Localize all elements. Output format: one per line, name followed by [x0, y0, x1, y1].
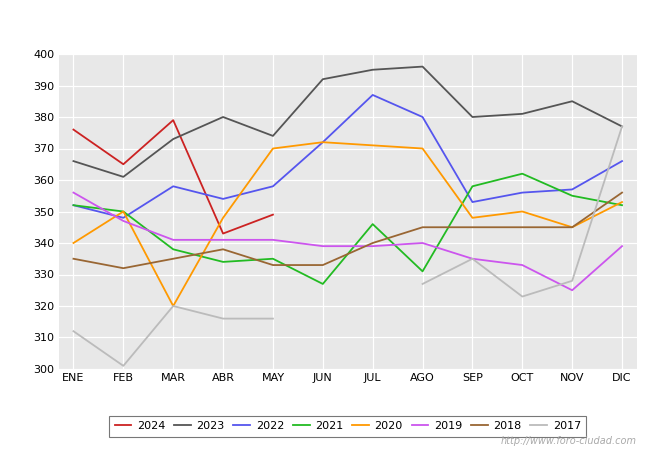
2022 [319, 140, 327, 145]
2021 [219, 259, 227, 265]
2024 [70, 127, 77, 132]
2017 [120, 363, 127, 369]
2022 [618, 158, 626, 164]
2021 [120, 209, 127, 214]
2018 [419, 225, 426, 230]
2022 [469, 199, 476, 205]
2023 [519, 111, 526, 117]
2021 [369, 221, 376, 227]
2019 [70, 190, 77, 195]
2021 [469, 184, 476, 189]
2022 [120, 215, 127, 220]
2019 [319, 243, 327, 249]
2020 [469, 215, 476, 220]
2017 [219, 316, 227, 321]
2018 [469, 225, 476, 230]
2018 [269, 262, 277, 268]
2022 [519, 190, 526, 195]
2023 [269, 133, 277, 139]
2018 [319, 262, 327, 268]
2022 [70, 202, 77, 208]
2020 [219, 215, 227, 220]
2023 [169, 136, 177, 142]
2019 [519, 262, 526, 268]
2021 [568, 193, 576, 198]
2024 [120, 162, 127, 167]
2017 [169, 303, 177, 309]
2020 [70, 240, 77, 246]
Line: 2017: 2017 [73, 306, 273, 366]
2023 [568, 99, 576, 104]
2019 [469, 256, 476, 261]
Line: 2020: 2020 [73, 142, 622, 306]
Line: 2022: 2022 [73, 95, 622, 218]
2023 [419, 64, 426, 69]
Line: 2023: 2023 [73, 67, 622, 177]
2021 [169, 247, 177, 252]
2024 [219, 231, 227, 236]
2018 [70, 256, 77, 261]
2017 [70, 328, 77, 334]
2018 [568, 225, 576, 230]
2018 [369, 240, 376, 246]
2022 [169, 184, 177, 189]
2018 [618, 190, 626, 195]
2019 [169, 237, 177, 243]
2021 [519, 171, 526, 176]
2023 [618, 124, 626, 129]
2022 [219, 196, 227, 202]
2019 [618, 243, 626, 249]
Text: http://www.foro-ciudad.com: http://www.foro-ciudad.com [501, 436, 637, 446]
2021 [618, 202, 626, 208]
2019 [219, 237, 227, 243]
2020 [618, 199, 626, 205]
2018 [169, 256, 177, 261]
Line: 2019: 2019 [73, 193, 622, 290]
2017 [269, 316, 277, 321]
2020 [269, 146, 277, 151]
2022 [419, 114, 426, 120]
2020 [369, 143, 376, 148]
2019 [269, 237, 277, 243]
2020 [319, 140, 327, 145]
Line: 2018: 2018 [73, 193, 622, 268]
2022 [369, 92, 376, 98]
Line: 2021: 2021 [73, 174, 622, 284]
2023 [219, 114, 227, 120]
2024 [169, 117, 177, 123]
2021 [419, 269, 426, 274]
2019 [120, 218, 127, 224]
2021 [70, 202, 77, 208]
2018 [519, 225, 526, 230]
2022 [568, 187, 576, 192]
2020 [169, 303, 177, 309]
2023 [369, 67, 376, 72]
Line: 2024: 2024 [73, 120, 273, 234]
2023 [120, 174, 127, 180]
Text: Afiliados en Barx a 31/5/2024: Afiliados en Barx a 31/5/2024 [192, 11, 458, 29]
2019 [369, 243, 376, 249]
Legend: 2024, 2023, 2022, 2021, 2020, 2019, 2018, 2017: 2024, 2023, 2022, 2021, 2020, 2019, 2018… [109, 415, 586, 436]
2020 [519, 209, 526, 214]
2019 [419, 240, 426, 246]
2018 [120, 266, 127, 271]
2020 [120, 209, 127, 214]
2020 [568, 225, 576, 230]
2020 [419, 146, 426, 151]
2019 [568, 288, 576, 293]
2024 [269, 212, 277, 217]
2018 [219, 247, 227, 252]
2021 [319, 281, 327, 287]
2021 [269, 256, 277, 261]
2023 [469, 114, 476, 120]
2023 [319, 76, 327, 82]
2023 [70, 158, 77, 164]
2022 [269, 184, 277, 189]
